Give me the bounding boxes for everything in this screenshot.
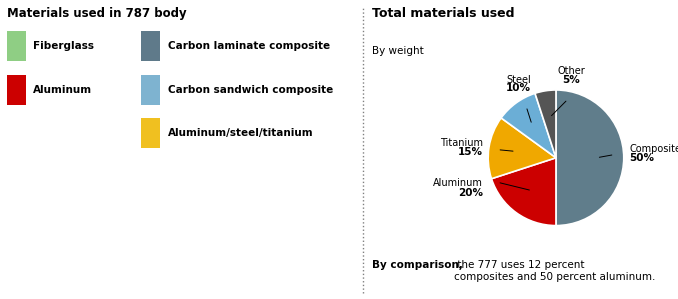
Text: Total materials used: Total materials used xyxy=(372,7,515,20)
Wedge shape xyxy=(556,90,624,225)
Text: By comparison,: By comparison, xyxy=(372,260,463,270)
Text: Composites: Composites xyxy=(629,144,678,154)
Text: Carbon laminate composite: Carbon laminate composite xyxy=(167,41,330,51)
Wedge shape xyxy=(501,93,556,158)
Text: Fiberglass: Fiberglass xyxy=(33,41,94,51)
Wedge shape xyxy=(488,118,556,179)
Text: Titanium: Titanium xyxy=(440,138,483,148)
Text: Other: Other xyxy=(557,66,584,77)
Bar xyxy=(7,31,26,61)
Wedge shape xyxy=(535,90,556,158)
Text: 5%: 5% xyxy=(562,74,580,85)
Text: Materials used in 787 body: Materials used in 787 body xyxy=(7,7,187,20)
Text: 15%: 15% xyxy=(458,147,483,157)
Bar xyxy=(7,75,26,105)
Text: By weight: By weight xyxy=(372,46,424,56)
Text: Aluminum/steel/titanium: Aluminum/steel/titanium xyxy=(167,128,313,138)
Text: Carbon sandwich composite: Carbon sandwich composite xyxy=(167,85,333,95)
Bar xyxy=(142,31,160,61)
Text: Aluminum: Aluminum xyxy=(433,178,483,188)
Text: the 777 uses 12 percent
composites and 50 percent aluminum.: the 777 uses 12 percent composites and 5… xyxy=(454,260,656,282)
Text: 20%: 20% xyxy=(458,188,483,198)
Wedge shape xyxy=(492,158,556,225)
Text: 50%: 50% xyxy=(629,153,654,163)
Text: 10%: 10% xyxy=(506,83,531,93)
Text: Aluminum: Aluminum xyxy=(33,85,92,95)
Text: Steel: Steel xyxy=(506,75,531,85)
Bar xyxy=(142,75,160,105)
Bar xyxy=(142,118,160,148)
